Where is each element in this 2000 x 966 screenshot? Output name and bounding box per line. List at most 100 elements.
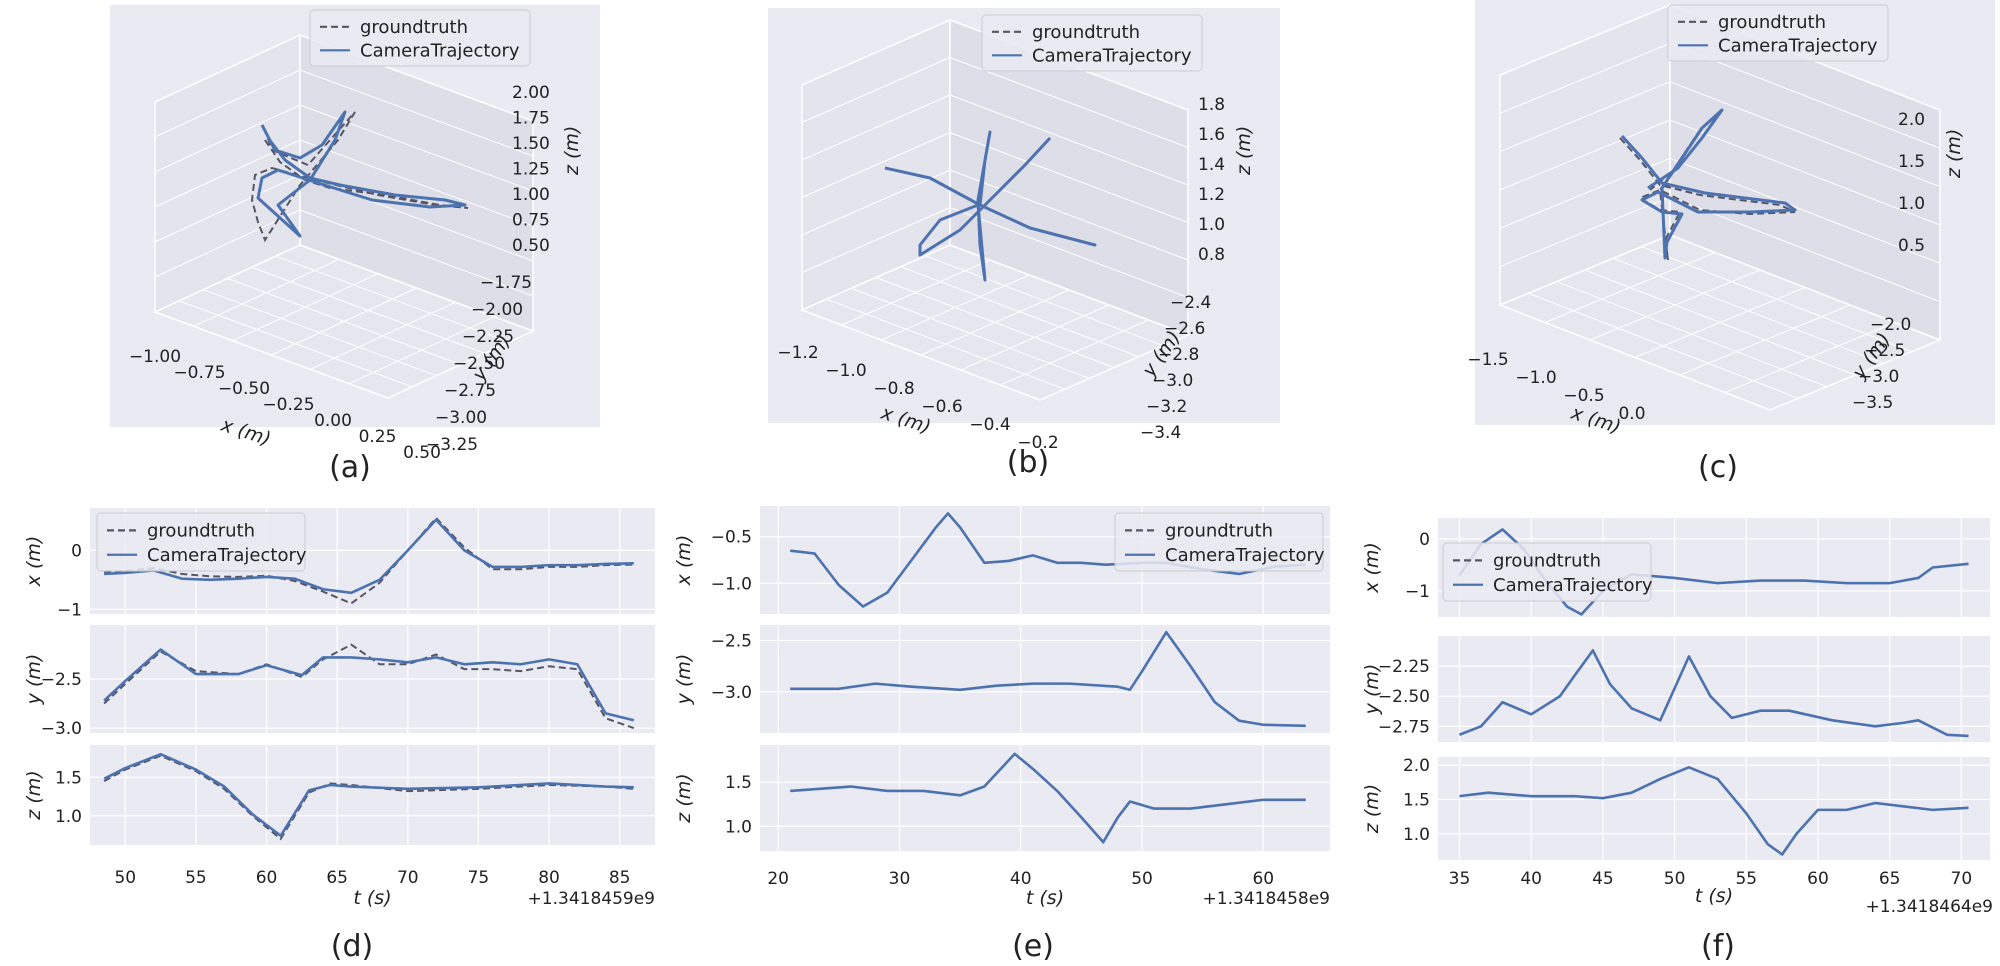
y-tick-label: −3.2 (1146, 397, 1187, 417)
x-offset-label: +1.3418464e9 (1866, 897, 1993, 917)
y-tick-label: −2.5 (41, 670, 82, 690)
x-tick-label: 60 (1807, 869, 1829, 889)
z-tick-label: 1.8 (1198, 95, 1225, 115)
x-tick-label: 50 (1131, 869, 1153, 889)
grid-line (154, 104, 301, 173)
y-tick-label: −3.4 (1140, 423, 1181, 443)
z-tick-label: 1.2 (1198, 185, 1225, 205)
x-tick-label: 70 (397, 868, 419, 888)
z-tick-label: 2.0 (1898, 110, 1925, 130)
grid-line (1499, 119, 1671, 191)
y-tick-label: 1.0 (1403, 825, 1430, 845)
legend-box (1114, 512, 1324, 572)
y-tick-label: 1.0 (55, 807, 82, 827)
groundtruth-series-line (103, 643, 635, 730)
z-tick-label: 1.50 (512, 134, 550, 154)
x-tick-label: 65 (1879, 869, 1901, 889)
y-axis-label: y (m) (23, 654, 45, 706)
caption: (d) (331, 929, 373, 964)
x-tick-label: 65 (326, 868, 348, 888)
x-tick-label: −1.2 (777, 343, 818, 363)
grid-line (949, 132, 1189, 223)
caption: (e) (1012, 929, 1054, 964)
z-tick-label: 0.50 (512, 236, 550, 256)
legend-label-groundtruth: groundtruth (360, 17, 468, 38)
x-tick-label: −0.2 (1017, 433, 1058, 453)
camera-trajectory-series-line (103, 648, 635, 722)
x-tick-label: 0.50 (403, 443, 441, 463)
subplot-background (760, 745, 1330, 851)
y-tick-label: −2.50 (1378, 687, 1430, 707)
y-tick-label: −0.5 (711, 528, 752, 548)
grid-line (299, 139, 534, 227)
grid-line (949, 207, 1189, 298)
y-tick-label: −3.00 (435, 408, 487, 428)
grid-line (801, 132, 951, 198)
grid-line (925, 255, 1164, 347)
x-axis-label: t (s) (353, 887, 391, 909)
grid-line (1669, 119, 1941, 226)
y-tick-label: −2.6 (1164, 319, 1205, 339)
y-tick-label: −2.25 (462, 327, 514, 347)
z-tick-label: 0.8 (1198, 245, 1225, 265)
x-tick-label: −0.6 (921, 397, 962, 417)
x-tick-label: 60 (256, 868, 278, 888)
y-tick-label: −2.25 (1378, 657, 1430, 677)
legend-box (1667, 4, 1889, 62)
y-tick-label: −2.5 (1864, 341, 1905, 361)
y-tick-label: −3.5 (1852, 393, 1893, 413)
z-tick-label: 1.4 (1198, 155, 1225, 175)
y-tick-label: −1.0 (711, 574, 752, 594)
grid-line (801, 94, 951, 161)
y-tick-label: −2.4 (1170, 293, 1211, 313)
grid-line (801, 57, 951, 123)
y-tick-label: 1.0 (725, 817, 752, 837)
subplot-background (90, 745, 655, 845)
y-tick-label: −3.25 (426, 435, 478, 455)
legend-box (96, 512, 306, 572)
y-axis-label: z (m) (673, 773, 695, 823)
legend-label-groundtruth: groundtruth (1165, 520, 1273, 541)
grid-line (299, 209, 534, 297)
legend-label-camera-trajectory: CameraTrajectory (147, 545, 307, 566)
y-tick-label: 1.5 (725, 773, 752, 793)
y-axis-label: z (m) (1361, 784, 1383, 834)
y-tick-label: −3.0 (1858, 367, 1899, 387)
y-axis-label: x (m) (23, 536, 45, 588)
grid-line (949, 94, 1189, 186)
camera-trajectory-series-line (104, 518, 634, 595)
legend-label-camera-trajectory: CameraTrajectory (1165, 545, 1325, 566)
y-tick-label: −1.75 (480, 273, 532, 293)
y-axis-label: x (m) (673, 535, 695, 587)
z-tick-label: 0.75 (512, 211, 550, 231)
y-tick-label: −2.5 (711, 631, 752, 651)
z-tick-label: 1.25 (512, 160, 550, 180)
y-tick-label: −3.0 (711, 683, 752, 703)
x-offset-label: +1.3418459e9 (528, 889, 655, 909)
y-tick-label: −3.0 (1152, 371, 1193, 391)
z-tick-label: 1.6 (1198, 125, 1225, 145)
x-tick-label: −0.5 (1563, 386, 1604, 406)
grid-line (801, 207, 951, 273)
y-tick-label: −3.0 (41, 719, 82, 739)
grid-line (275, 255, 510, 343)
x-tick-label: −1.0 (825, 361, 866, 381)
legend-label-camera-trajectory: CameraTrajectory (1718, 35, 1878, 56)
y-axis-label: x (m) (1361, 542, 1383, 594)
grid-line (299, 69, 534, 157)
y-tick-label: −2.75 (1378, 717, 1430, 737)
z-tick-label: 1.00 (512, 185, 550, 205)
groundtruth-trajectory-line (250, 111, 469, 243)
x-tick-label: 60 (1252, 869, 1274, 889)
x-tick-label: −1.0 (1515, 368, 1556, 388)
x-tick-label: 55 (1735, 869, 1757, 889)
z-tick-label: 0.5 (1898, 236, 1925, 256)
x-axis-label: t (s) (1695, 885, 1733, 907)
y-tick-label: 2.0 (1403, 756, 1430, 776)
legend-label-camera-trajectory: CameraTrajectory (1493, 575, 1653, 596)
z-axis-label: z (m) (1943, 129, 1965, 179)
x-tick-label: 0.0 (1618, 404, 1645, 424)
grid-line (1669, 81, 1941, 188)
x-tick-label: 20 (767, 869, 789, 889)
